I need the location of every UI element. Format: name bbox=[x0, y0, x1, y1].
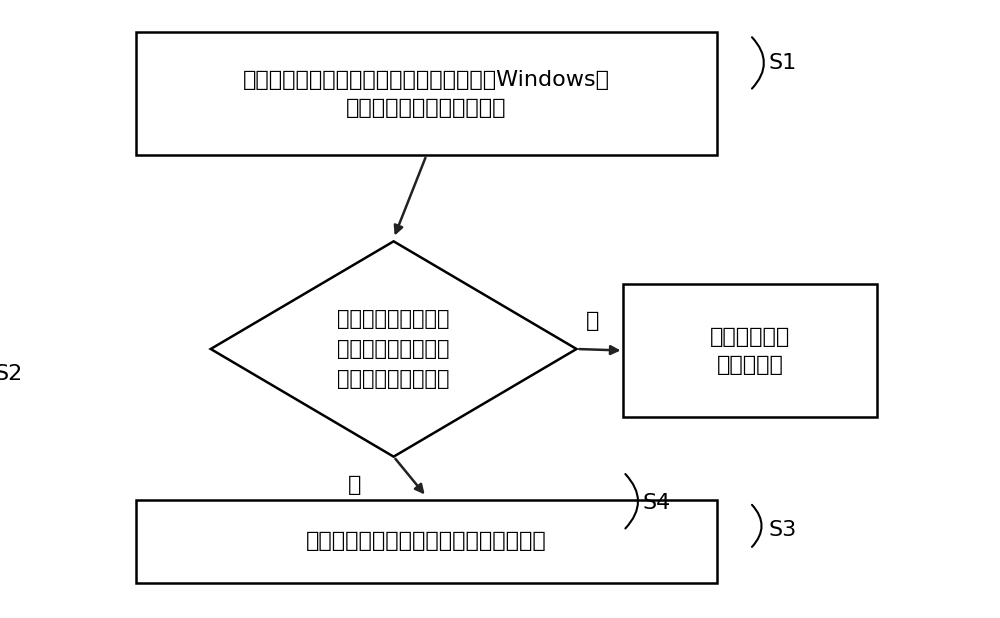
Text: 网络过滤驱动判断每
一个到达网口的数据
帧是否符合过滤准则: 网络过滤驱动判断每 一个到达网口的数据 帧是否符合过滤准则 bbox=[337, 310, 450, 389]
Text: 将数据帧直接存入预先注册的图像缓冲区: 将数据帧直接存入预先注册的图像缓冲区 bbox=[306, 531, 547, 551]
Text: S1: S1 bbox=[769, 53, 797, 73]
FancyBboxPatch shape bbox=[136, 500, 717, 583]
Text: 将数据帧转发
给上层驱动: 将数据帧转发 给上层驱动 bbox=[710, 326, 790, 375]
Text: S4: S4 bbox=[642, 493, 670, 513]
Text: 是: 是 bbox=[347, 475, 361, 495]
Text: 安装网络过滤驱动，并通过网络过滤驱动在Windows内
核中注册数据帧的过滤准则: 安装网络过滤驱动，并通过网络过滤驱动在Windows内 核中注册数据帧的过滤准则 bbox=[243, 70, 610, 117]
Text: S2: S2 bbox=[0, 363, 23, 384]
FancyBboxPatch shape bbox=[136, 32, 717, 155]
FancyBboxPatch shape bbox=[623, 284, 877, 417]
Polygon shape bbox=[211, 241, 577, 457]
Text: S3: S3 bbox=[769, 520, 797, 541]
Text: 否: 否 bbox=[586, 310, 599, 331]
